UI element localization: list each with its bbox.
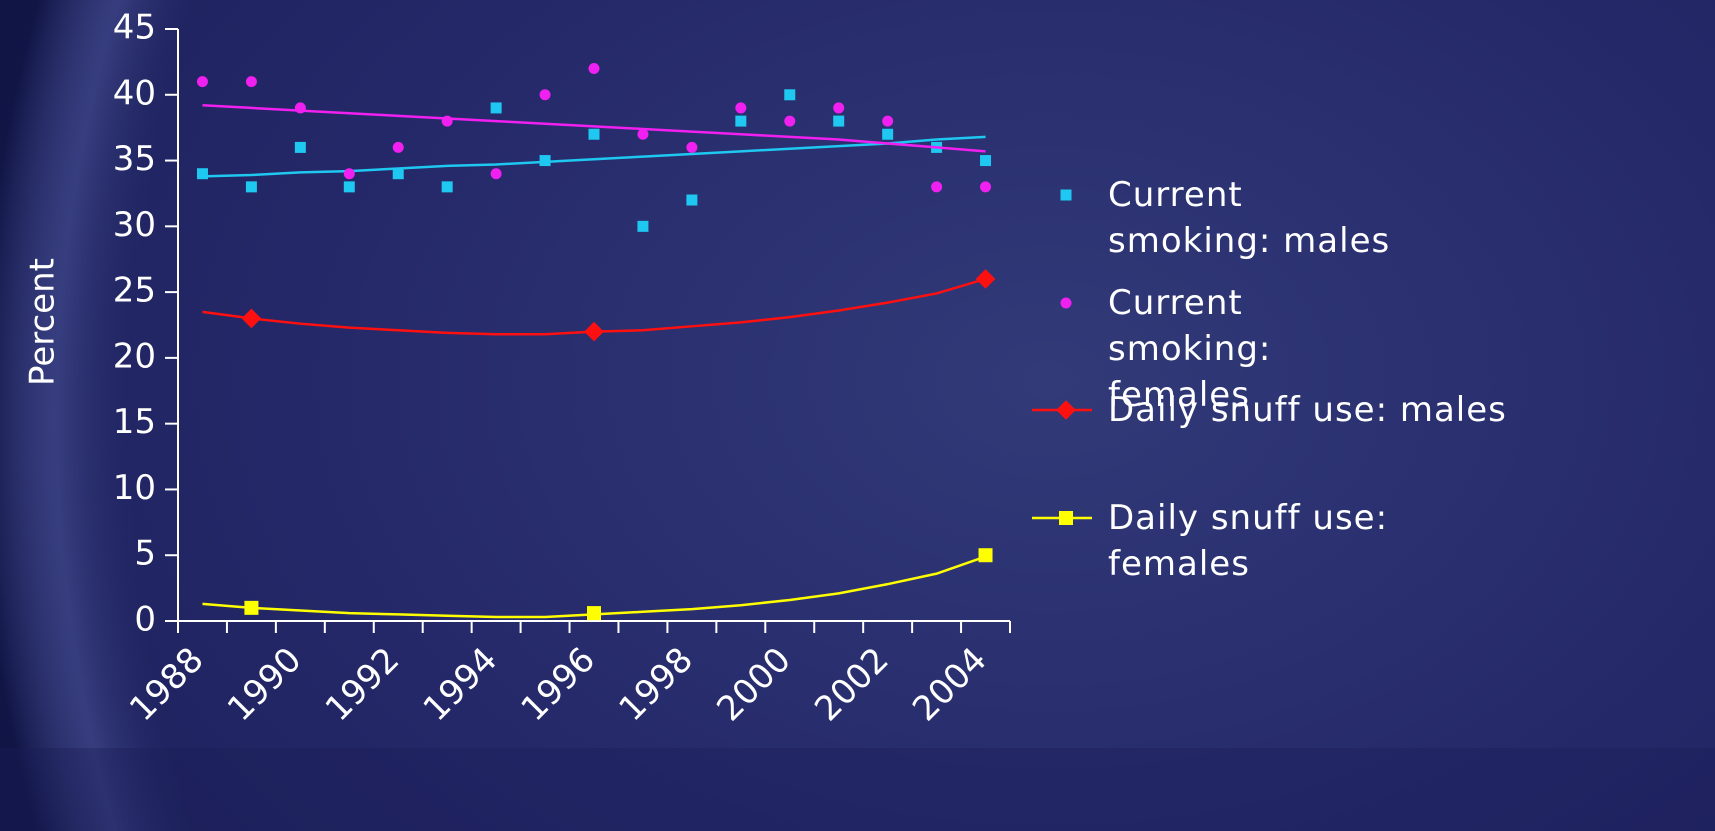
point [539,155,551,167]
legend-key [1032,400,1092,420]
point [245,181,257,193]
point [686,141,698,153]
legend-key [1060,189,1072,201]
legend-marker [1060,189,1072,201]
point [735,102,747,114]
trend-line [202,135,986,178]
y-tick-label: 10 [113,468,156,508]
point [343,181,355,193]
legend-label: Daily snuff use: females [1108,498,1389,584]
point [587,606,601,621]
legend-key [1032,511,1092,525]
point [882,128,894,140]
x-tick-label: 1988 [122,640,211,729]
x-tick-label: 1998 [611,640,700,729]
legend-label: Current smoking: males [1108,175,1391,261]
legend-label: Daily snuff use: males [1108,390,1507,430]
y-tick-label: 20 [113,336,156,376]
point [931,181,943,193]
point [784,89,796,101]
point [294,102,306,114]
x-tick-label: 1990 [220,640,309,729]
y-tick-label: 35 [113,139,156,179]
y-tick-label: 45 [113,8,156,48]
point [784,115,796,127]
legend-label: Current smoking: females [1108,283,1272,415]
point [441,115,453,127]
point [343,168,355,180]
legend-marker [1060,297,1072,309]
point [244,600,259,615]
point [637,128,649,140]
x-tick-label: 1994 [416,640,505,729]
point [392,141,404,153]
point [245,76,257,88]
point [539,89,551,101]
x-tick-label: 2002 [807,640,896,729]
point [490,102,502,114]
x-tick-label: 1992 [318,640,407,729]
point [196,76,208,88]
point [975,269,996,289]
point [490,168,502,180]
background-band [0,748,1715,831]
y-tick-label: 5 [134,534,156,574]
legend-item: Current smoking: females [1030,280,1408,418]
point [588,62,600,74]
legend-item: Current smoking: males [1030,172,1408,264]
point [294,141,306,153]
y-axis-label: Percent [23,258,63,386]
legend-key [1060,297,1072,309]
point [980,181,992,193]
trend-line [202,104,986,153]
y-tick-label: 0 [134,600,156,640]
x-tick-label: 2004 [905,640,994,729]
point [833,102,845,114]
x-tick-label: 2000 [709,640,798,729]
legend-item: Daily snuff use: males [1030,387,1507,433]
x-tick-label: 1996 [514,640,603,729]
point [980,155,992,167]
point [588,128,600,140]
legend-item: Daily snuff use: females [1030,495,1408,587]
point [196,168,208,180]
point [584,321,604,342]
point [637,220,649,232]
point [392,168,404,180]
y-tick-label: 15 [113,402,156,442]
point [833,115,845,127]
y-tick-label: 25 [113,271,156,311]
point [241,308,262,329]
point [978,548,993,563]
point [735,115,747,127]
point [441,181,453,193]
point [686,194,698,206]
legend-marker [1059,511,1073,525]
y-tick-label: 40 [113,73,156,113]
point [882,115,894,127]
legend-marker [1056,400,1076,420]
y-tick-label: 30 [113,205,156,245]
